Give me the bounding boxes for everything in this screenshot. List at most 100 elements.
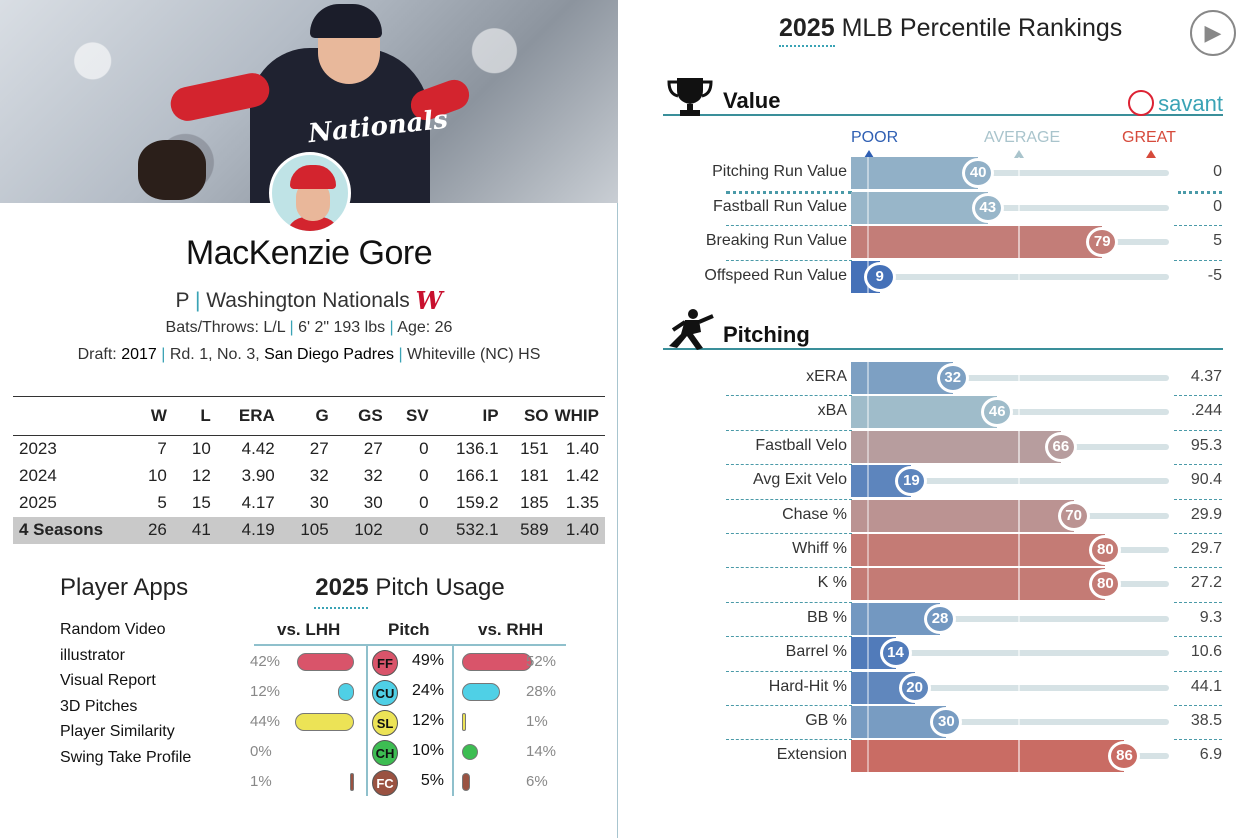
percentile-row[interactable]: Extension 86 6.9 [619,740,1246,773]
metric-label: Chase % [782,505,847,523]
value-section-title: Value [723,88,781,113]
percentile-track: 40 [851,157,1169,189]
app-link-swing-take-profile[interactable]: Swing Take Profile [60,748,192,766]
row-divider [1178,190,1222,194]
usage-col-pitch: Pitch [388,620,430,639]
percentile-row[interactable]: Pitching Run Value 40 0 [619,157,1246,189]
metric-label: Fastball Velo [755,436,847,454]
player-apps-list: Random Video illustrator Visual Report 3… [60,619,191,773]
average-line [1018,706,1020,738]
play-icon[interactable]: ▶ [1190,10,1236,56]
percentile-row[interactable]: Barrel % 14 10.6 [619,637,1246,670]
metric-value: 95.3 [1190,436,1222,454]
row-divider [726,498,852,500]
draft-year: 2017 [121,346,157,363]
average-line [1018,602,1020,635]
percentile-row[interactable]: xBA 46 .244 [619,396,1246,429]
row-divider [726,395,852,397]
percentile-bubble: 80 [1089,569,1122,600]
percentile-bar [851,499,1074,532]
percentile-track: 14 [851,637,1169,670]
row-divider [1174,636,1222,638]
stats-col-ip: IP [434,396,505,436]
metric-label: GB % [805,712,847,729]
average-line [1018,465,1020,498]
pitch-type-badge: CH [372,740,398,766]
draft-pick: Rd. 1, No. 3, [169,346,260,363]
percentile-bubble: 80 [1089,535,1122,565]
percentile-bubble: 66 [1044,431,1077,462]
percentile-track: 80 [851,568,1169,601]
percentile-track: 66 [851,430,1169,463]
row-divider [726,567,852,569]
percentile-bar [851,430,1061,463]
percentile-row[interactable]: Breaking Run Value 79 5 [619,226,1246,258]
percentile-track: 43 [851,191,1169,224]
percentile-bubble: 86 [1108,741,1141,772]
pitch-type-badge: CU [372,680,398,706]
tick-line [867,226,869,258]
app-link-illustrator[interactable]: illustrator [60,646,125,664]
app-link-visual-report[interactable]: Visual Report [60,672,156,690]
percentile-row[interactable]: xERA 32 4.37 [619,362,1246,394]
metric-value: 44.1 [1190,677,1222,695]
percentile-bubble: 20 [898,672,931,703]
pitch-usage-title: 2025 Pitch Usage [315,574,505,601]
percentile-track: 32 [851,362,1169,394]
average-line [1018,740,1020,773]
percentile-row[interactable]: Hard-Hit % 20 44.1 [619,671,1246,704]
metric-value: 29.7 [1190,540,1222,557]
team-link[interactable]: Washington Nationals [206,289,410,312]
table-row: 2023 7 10 4.42 27 27 0 136.1 151 1.40 [19,439,599,459]
percentile-bar [851,157,979,189]
app-link-random-video[interactable]: Random Video [60,621,166,638]
overall-usage-percent: 12% [411,712,444,729]
player-action-photo: Nationals [0,0,618,203]
percentile-rail [851,684,1169,691]
year-dotted-underline [314,607,368,609]
rhh-usage-bar [462,683,500,701]
metric-label: Whiff % [792,540,847,557]
percentile-bar [851,191,988,224]
player-card: Nationals MacKenzie Gore P | Washington … [0,0,618,838]
metric-label: Hard-Hit % [768,677,847,695]
percentile-bubble: 70 [1057,500,1090,531]
stats-col-whip: WHIP [554,396,605,436]
rankings-title: 2025 MLB Percentile Rankings [779,14,1123,42]
lhh-usage-bar [350,773,354,791]
percentile-rail [851,273,1169,280]
tick-line [867,157,869,189]
row-divider [1174,498,1222,500]
table-row: 2025 5 15 4.17 30 30 0 159.2 185 1.35 [19,493,599,512]
average-arrow-icon [1014,150,1024,158]
stats-col-l: L [172,396,217,436]
percentile-row[interactable]: Fastball Velo 66 95.3 [619,430,1246,463]
percentile-row[interactable]: K % 80 27.2 [619,568,1246,601]
app-link-3d-pitches[interactable]: 3D Pitches [60,697,138,715]
overall-usage-percent: 10% [411,742,444,759]
percentile-row[interactable]: Fastball Run Value 43 0 [619,191,1246,224]
great-arrow-icon [1146,150,1156,158]
percentile-bubble: 32 [936,363,969,393]
row-divider [726,636,852,638]
metric-value: 6.9 [1199,746,1222,764]
percentile-row[interactable]: BB % 28 9.3 [619,602,1246,635]
bats-throws: L/L [263,319,286,336]
player-apps-title: Player Apps [60,574,189,601]
percentile-row[interactable]: GB % 30 38.5 [619,706,1246,738]
scale-great-label: GREAT [1122,129,1176,146]
player-position: P [175,289,190,312]
rhh-usage-bar [462,653,532,671]
tick-line [867,637,869,670]
percentile-row[interactable]: Avg Exit Velo 19 90.4 [619,465,1246,498]
percentile-row[interactable]: Chase % 70 29.9 [619,499,1246,532]
stats-col-era: ERA [216,396,281,436]
metric-value: 29.9 [1190,505,1222,523]
percentile-track: 20 [851,671,1169,704]
metric-label: Breaking Run Value [705,232,847,249]
app-link-player-similarity[interactable]: Player Similarity [60,723,175,741]
tick-line [867,362,869,394]
savant-link[interactable]: savant [1128,90,1223,117]
percentile-row[interactable]: Offspeed Run Value 9 -5 [619,260,1246,293]
percentile-row[interactable]: Whiff % 80 29.7 [619,534,1246,566]
